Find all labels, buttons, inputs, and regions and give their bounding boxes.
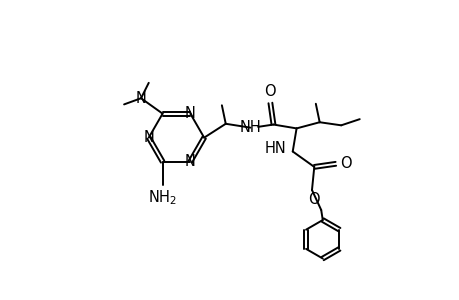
Text: N: N xyxy=(185,106,196,121)
Text: O: O xyxy=(339,156,351,171)
Text: N: N xyxy=(143,130,154,145)
Text: O: O xyxy=(263,84,275,99)
Text: NH: NH xyxy=(239,120,261,135)
Text: O: O xyxy=(307,192,319,207)
Text: HN: HN xyxy=(264,141,286,156)
Text: N: N xyxy=(185,154,196,169)
Text: NH$_2$: NH$_2$ xyxy=(148,189,177,207)
Text: N: N xyxy=(135,91,146,106)
